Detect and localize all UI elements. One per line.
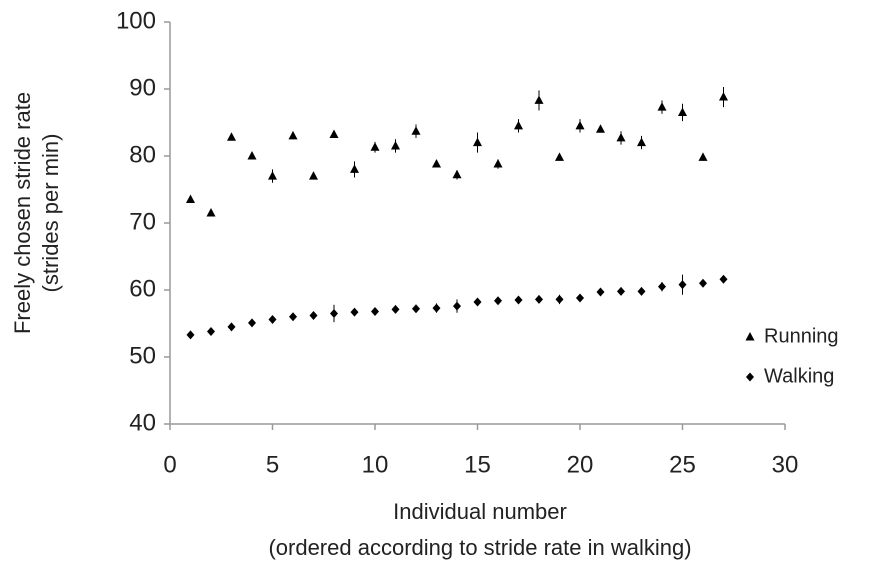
y-tick-label: 80	[129, 141, 156, 168]
data-point	[699, 278, 707, 288]
y-tick-label: 60	[129, 275, 156, 302]
data-point	[309, 171, 318, 180]
data-point	[186, 330, 195, 340]
data-point	[596, 287, 605, 297]
y-axis-label: (strides per min)	[38, 134, 63, 293]
x-tick-label: 25	[669, 451, 696, 478]
y-axis-label: Freely chosen stride rate	[10, 92, 35, 334]
data-point	[432, 303, 441, 313]
data-point	[432, 159, 441, 168]
data-point	[658, 282, 666, 292]
data-point	[452, 169, 462, 179]
legend-marker	[745, 332, 755, 341]
data-point	[493, 159, 503, 168]
data-point	[678, 280, 687, 290]
x-tick-label: 30	[772, 451, 799, 478]
data-point	[350, 164, 359, 173]
y-tick-label: 50	[129, 342, 156, 369]
legend-marker	[746, 372, 754, 382]
x-tick-label: 5	[266, 451, 279, 478]
legend-label: Walking	[764, 365, 834, 387]
data-point	[268, 171, 277, 180]
data-point	[657, 102, 667, 111]
y-tick-label: 40	[129, 409, 156, 436]
data-point	[186, 194, 195, 204]
data-point	[371, 306, 379, 316]
data-point	[247, 151, 257, 160]
data-point	[617, 286, 625, 296]
data-point	[555, 152, 564, 161]
data-point	[596, 124, 605, 133]
data-point	[576, 293, 584, 303]
data-point	[207, 327, 215, 337]
data-point	[412, 304, 420, 314]
data-point	[227, 132, 236, 141]
data-point	[575, 120, 585, 130]
data-point	[206, 207, 216, 217]
data-point	[555, 294, 564, 304]
data-point	[719, 92, 728, 101]
x-tick-label: 10	[362, 451, 389, 478]
legend-label: Running	[764, 325, 839, 347]
data-point	[309, 310, 318, 320]
data-point	[698, 152, 708, 161]
data-point	[534, 95, 544, 104]
data-point	[637, 286, 646, 296]
data-point	[473, 297, 482, 307]
data-point	[391, 140, 400, 150]
data-point	[391, 304, 400, 314]
y-tick-label: 70	[129, 208, 156, 235]
data-point	[248, 318, 256, 328]
data-point	[329, 129, 339, 139]
data-point	[370, 142, 380, 151]
x-tick-label: 15	[464, 451, 491, 478]
data-point	[227, 322, 236, 332]
data-point	[514, 120, 523, 130]
x-axis-label: Individual number	[393, 499, 567, 524]
x-axis-label: (ordered according to stride rate in wal…	[268, 535, 691, 560]
y-tick-label: 90	[129, 74, 156, 101]
data-point	[514, 295, 523, 305]
y-tick-label: 100	[116, 7, 156, 34]
data-point	[330, 308, 338, 318]
data-point	[473, 137, 482, 147]
data-point	[288, 130, 298, 140]
data-point	[719, 274, 728, 284]
x-tick-label: 0	[163, 451, 176, 478]
data-point	[350, 307, 359, 317]
data-point	[637, 137, 646, 147]
data-point	[411, 126, 421, 135]
data-point	[453, 301, 461, 311]
data-point	[535, 294, 543, 304]
x-tick-label: 20	[567, 451, 594, 478]
data-point	[678, 107, 687, 116]
data-point	[616, 132, 626, 142]
data-point	[494, 296, 502, 306]
data-point	[289, 312, 297, 322]
data-point	[268, 314, 277, 324]
